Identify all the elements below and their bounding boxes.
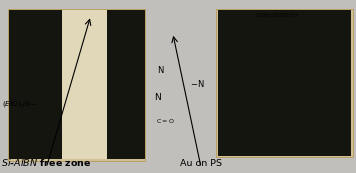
Bar <box>9 10 62 159</box>
FancyBboxPatch shape <box>216 9 353 157</box>
Text: $\mathsf{-N}$: $\mathsf{-N}$ <box>190 78 205 89</box>
Bar <box>107 10 145 159</box>
Text: $(EtO)_3Si$—: $(EtO)_3Si$— <box>2 98 38 109</box>
Text: Au on PS: Au on PS <box>180 159 222 168</box>
Text: $\mathsf{N}$: $\mathsf{N}$ <box>157 64 165 75</box>
Text: $\mathbf{\mathit{Si}}$-$\mathbf{\mathit{AIBN}}$ free zone: $\mathbf{\mathit{Si}}$-$\mathbf{\mathit{… <box>1 157 91 168</box>
Bar <box>218 10 351 156</box>
Bar <box>62 10 107 159</box>
Text: $(CH_2)_3Si(OEt)_3$: $(CH_2)_3Si(OEt)_3$ <box>255 11 298 20</box>
FancyBboxPatch shape <box>8 9 145 161</box>
Text: $\mathsf{N}$: $\mathsf{N}$ <box>155 91 162 102</box>
Text: $\mathsf{C{=}O}$: $\mathsf{C{=}O}$ <box>156 117 174 125</box>
